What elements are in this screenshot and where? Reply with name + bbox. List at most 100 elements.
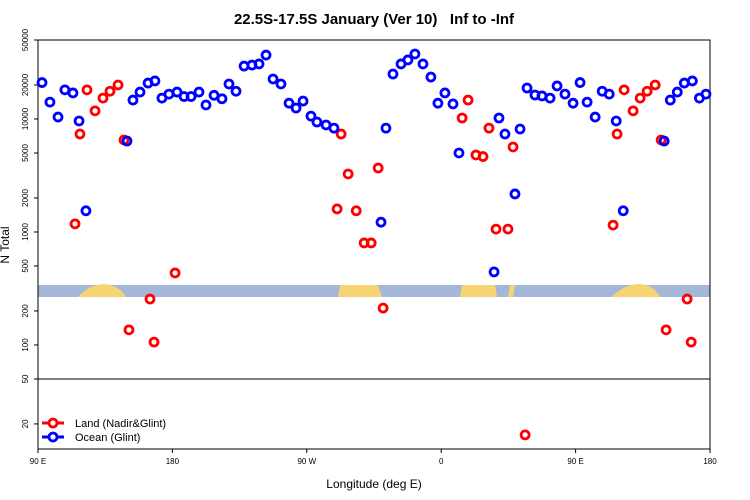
point: [417, 58, 429, 70]
point: [617, 205, 629, 217]
point: [502, 223, 514, 235]
x-axis-label: Longitude (deg E): [326, 477, 421, 491]
land-patch: [460, 285, 497, 297]
point: [283, 97, 295, 109]
point: [634, 92, 646, 104]
point: [127, 94, 139, 106]
point: [425, 71, 437, 83]
y-tick-label: 1000: [21, 223, 30, 241]
point: [200, 99, 212, 111]
point: [567, 97, 579, 109]
point: [660, 324, 672, 336]
point: [409, 48, 421, 60]
point: [121, 135, 133, 147]
point: [462, 94, 474, 106]
point: [350, 205, 362, 217]
y-tick-label: 5000: [21, 144, 30, 162]
point: [603, 88, 615, 100]
point: [551, 80, 563, 92]
point: [611, 128, 623, 140]
y-tick-label: 2000: [21, 189, 30, 207]
legend-label: Land (Nadir&Glint): [75, 418, 166, 430]
point: [311, 116, 323, 128]
y-tick-label: 20000: [21, 73, 30, 96]
point: [216, 93, 228, 105]
point: [477, 151, 489, 162]
legend: Land (Nadir&Glint) Ocean (Glint): [42, 417, 166, 444]
point: [297, 95, 309, 107]
point: [253, 58, 265, 70]
point: [112, 79, 124, 91]
point: [402, 54, 414, 66]
point: [335, 128, 347, 140]
point: [453, 147, 465, 159]
point: [104, 85, 116, 97]
y-tick-label: 50000: [21, 28, 30, 51]
land-patch: [78, 284, 126, 297]
y-tick-label: 50: [21, 374, 30, 383]
point: [488, 266, 500, 278]
x-tick-label: 90 W: [297, 457, 316, 466]
point: [81, 84, 93, 96]
point: [148, 336, 160, 348]
land-patch: [508, 285, 515, 297]
point: [260, 49, 272, 61]
legend-label: Ocean (Glint): [75, 432, 140, 444]
point: [432, 97, 444, 109]
point: [589, 111, 601, 123]
point: [80, 205, 92, 217]
y-tick-label: 10000: [21, 107, 30, 130]
point: [671, 86, 683, 98]
point: [439, 87, 451, 99]
point: [185, 91, 197, 102]
point: [69, 218, 81, 230]
point: [649, 79, 661, 91]
y-tick-label: 20: [21, 419, 30, 428]
point: [169, 267, 181, 279]
point: [664, 94, 676, 106]
point: [641, 85, 653, 97]
x-tick-label: 180: [703, 457, 717, 466]
x-tick-label: 0: [439, 457, 444, 466]
point: [275, 78, 287, 90]
point: [658, 135, 670, 147]
point: [509, 188, 521, 200]
point: [123, 324, 135, 336]
point: [685, 336, 697, 348]
point: [67, 87, 79, 99]
y-tick-label: 100: [21, 338, 30, 352]
point: [144, 293, 156, 305]
series: [36, 48, 712, 278]
point: [305, 110, 317, 122]
point: [574, 77, 586, 88]
x-tick-label: 90 E: [567, 457, 583, 466]
point: [290, 102, 302, 114]
point: [456, 112, 468, 124]
point: [331, 203, 343, 215]
x-tick-label: 180: [166, 457, 180, 466]
point: [700, 88, 712, 100]
point: [223, 78, 235, 90]
point: [607, 219, 619, 231]
chart-title: 22.5S-17.5S January (Ver 10) Inf to -Inf: [234, 11, 515, 28]
point: [686, 75, 698, 87]
point: [490, 223, 502, 235]
map-strip: [38, 284, 710, 297]
point: [447, 98, 459, 110]
point: [73, 115, 85, 127]
point: [507, 141, 519, 153]
point: [44, 96, 56, 108]
point: [618, 84, 630, 96]
point: [52, 111, 64, 123]
point: [365, 237, 377, 249]
point: [375, 216, 387, 228]
y-tick-label: 500: [21, 259, 30, 273]
point: [149, 75, 161, 87]
legend-marker: [47, 431, 59, 443]
point: [380, 122, 392, 134]
point: [681, 293, 693, 305]
land-patch: [338, 285, 382, 297]
y-tick-label: 200: [21, 304, 30, 318]
point: [230, 85, 242, 97]
